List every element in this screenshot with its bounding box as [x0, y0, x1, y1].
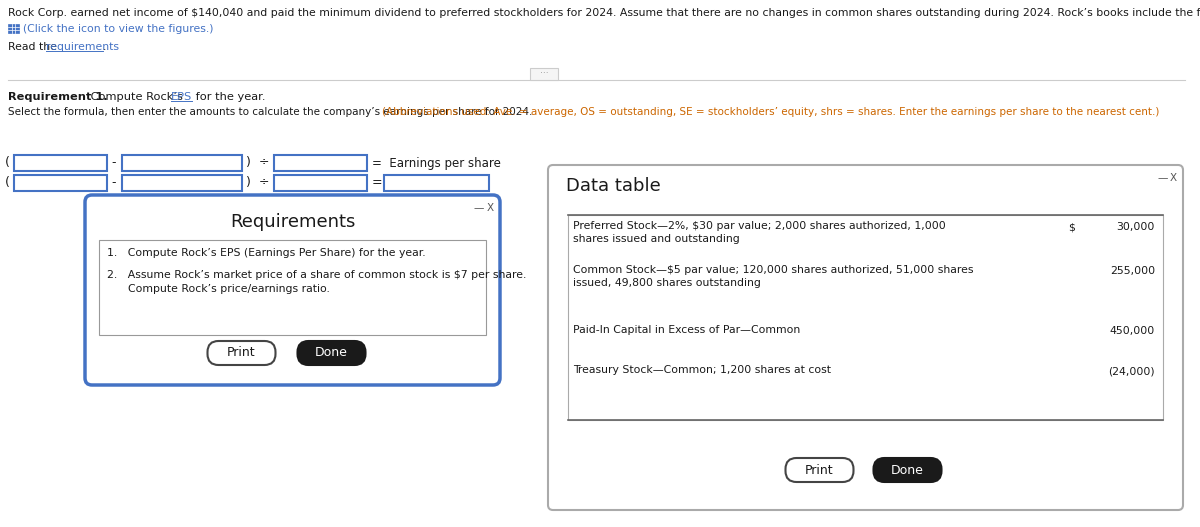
FancyBboxPatch shape: [298, 341, 366, 365]
Text: issued, 49,800 shares outstanding: issued, 49,800 shares outstanding: [574, 278, 761, 288]
Bar: [274, 155, 367, 171]
Text: EPS: EPS: [172, 92, 192, 102]
Text: Requirement 1.: Requirement 1.: [8, 92, 108, 102]
Text: Done: Done: [316, 346, 348, 359]
Text: =: =: [372, 176, 383, 189]
Text: requirements: requirements: [46, 42, 119, 52]
Text: Rock Corp. earned net income of $140,040 and paid the minimum dividend to prefer: Rock Corp. earned net income of $140,040…: [8, 8, 1200, 18]
Text: X: X: [487, 203, 494, 213]
Text: Common Stock—$5 par value; 120,000 shares authorized, 51,000 shares: Common Stock—$5 par value; 120,000 share…: [574, 265, 973, 275]
Text: (: (: [5, 176, 10, 189]
Text: shares issued and outstanding: shares issued and outstanding: [574, 234, 739, 244]
FancyBboxPatch shape: [208, 341, 276, 365]
FancyBboxPatch shape: [874, 458, 942, 482]
Text: —: —: [1157, 173, 1168, 183]
Bar: [122, 175, 242, 191]
Text: 450,000: 450,000: [1110, 326, 1154, 336]
Bar: [530, 68, 558, 80]
Bar: [14, 175, 107, 191]
Text: for the year.: for the year.: [192, 92, 265, 102]
Bar: [568, 215, 1163, 420]
Text: Paid-In Capital in Excess of Par—Common: Paid-In Capital in Excess of Par—Common: [574, 325, 800, 335]
Text: Compute Rock’s price/earnings ratio.: Compute Rock’s price/earnings ratio.: [107, 284, 330, 294]
Bar: [122, 155, 242, 171]
Bar: [274, 175, 367, 191]
Text: Preferred Stock—2%, $30 par value; 2,000 shares authorized, 1,000: Preferred Stock—2%, $30 par value; 2,000…: [574, 221, 946, 231]
Text: $: $: [1068, 222, 1075, 232]
Text: Print: Print: [805, 464, 834, 476]
Text: Compute Rock’s: Compute Rock’s: [88, 92, 186, 102]
Text: (: (: [5, 156, 10, 169]
Text: (Click the icon to view the figures.): (Click the icon to view the figures.): [23, 24, 214, 34]
Text: 255,000: 255,000: [1110, 266, 1154, 276]
Text: .: .: [103, 42, 107, 52]
FancyBboxPatch shape: [85, 195, 500, 385]
Text: ···: ···: [540, 70, 548, 79]
FancyBboxPatch shape: [786, 458, 853, 482]
Text: 2.   Assume Rock’s market price of a share of common stock is $7 per share.: 2. Assume Rock’s market price of a share…: [107, 270, 527, 280]
Text: Done: Done: [892, 464, 924, 476]
Text: X: X: [1170, 173, 1177, 183]
Text: )  ÷: ) ÷: [246, 176, 270, 189]
Text: =  Earnings per share: = Earnings per share: [372, 157, 500, 170]
Text: —: —: [474, 203, 485, 213]
Text: 1.   Compute Rock’s EPS (Earnings Per Share) for the year.: 1. Compute Rock’s EPS (Earnings Per Shar…: [107, 248, 426, 258]
Bar: [384, 175, 490, 191]
Text: Select the formula, then enter the amounts to calculate the company’s earnings p: Select the formula, then enter the amoun…: [8, 107, 535, 117]
Text: -: -: [112, 156, 115, 169]
FancyBboxPatch shape: [548, 165, 1183, 510]
Text: (Abbreviations used: Ave. = average, OS = outstanding, SE = stockholders’ equity: (Abbreviations used: Ave. = average, OS …: [383, 107, 1159, 117]
Text: Requirements: Requirements: [230, 213, 355, 231]
Bar: [14, 155, 107, 171]
Text: Treasury Stock—Common; 1,200 shares at cost: Treasury Stock—Common; 1,200 shares at c…: [574, 365, 830, 375]
Bar: [8, 24, 19, 33]
Text: Read the: Read the: [8, 42, 60, 52]
Text: )  ÷: ) ÷: [246, 156, 270, 169]
Text: Print: Print: [227, 346, 256, 359]
Text: (24,000): (24,000): [1109, 366, 1154, 376]
Text: 30,000: 30,000: [1117, 222, 1154, 232]
Bar: [98, 240, 486, 335]
Text: -: -: [112, 176, 115, 189]
Text: Data table: Data table: [566, 177, 661, 195]
